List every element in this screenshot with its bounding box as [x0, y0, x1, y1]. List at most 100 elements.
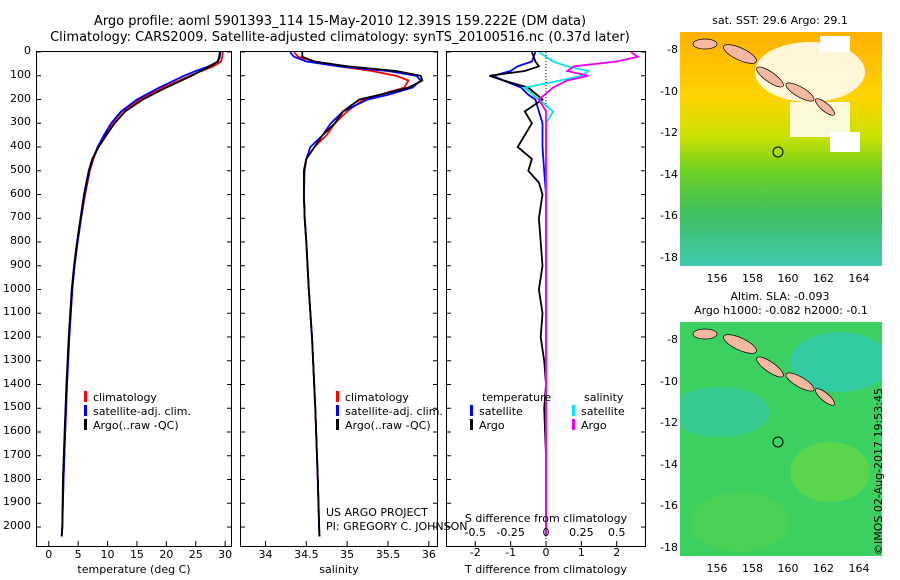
diff-salinity-legend: salinity satellite Argo	[572, 391, 625, 433]
series-line-climatology	[293, 51, 410, 537]
map-x-tick-label: 156	[706, 562, 728, 575]
depth-tick-label: 400	[10, 139, 31, 152]
x-tick-label-top: 0	[542, 526, 550, 539]
series-line-argo	[60, 51, 221, 537]
sla-map-title-line2: Argo h1000: -0.082 h2000: -0.1	[694, 304, 868, 317]
legend-item-climatology: climatology	[84, 391, 191, 405]
map-x-tick-label: 156	[706, 272, 728, 285]
legend-swatch	[470, 419, 473, 430]
x-tick-label-top: 0.25	[569, 526, 594, 539]
temperature-x-label: temperature (deg C)	[77, 563, 191, 576]
x-tick-label: 36	[421, 548, 436, 561]
depth-tick-label: 300	[10, 115, 31, 129]
map-y-tick-label: -14	[660, 457, 678, 471]
legend-item-satellite: satellite	[470, 405, 551, 419]
series-line-salinity-satellite	[522, 51, 591, 537]
depth-tick-label: 600	[10, 186, 31, 200]
depth-tick-label: 1200	[3, 329, 31, 342]
legend-label: satellite	[479, 405, 523, 418]
series-line-temperature-argo	[489, 51, 547, 537]
legend-swatch	[84, 419, 87, 430]
legend-item-satellite: satellite-adj. clim.	[336, 405, 443, 419]
x-tick-label: 20	[159, 548, 174, 561]
timestamp-stamp: ©IMOS 02-Aug-2017 19:53:45	[872, 388, 885, 555]
sst-map	[680, 32, 882, 266]
depth-tick-label: 100	[10, 67, 31, 81]
sla-map-title-line1: Altim. SLA: -0.093	[730, 290, 830, 303]
depth-tick-label: 2000	[3, 519, 31, 532]
depth-tick-label: 200	[10, 91, 31, 105]
map-y-tick-label: -10	[660, 84, 678, 98]
map-y-tick-label: -10	[660, 374, 678, 388]
difference-panel	[446, 51, 646, 547]
depth-tick-label: 0	[24, 44, 31, 57]
map-x-tick-label: 158	[742, 562, 763, 575]
x-tick-label: 35	[340, 548, 355, 561]
legend-label: climatology	[345, 391, 409, 404]
map-x-tick-label: 162	[813, 272, 834, 285]
depth-tick-label: 1900	[3, 495, 31, 509]
x-tick-label: 35.5	[375, 548, 401, 561]
salinity-x-label: salinity	[319, 563, 359, 576]
series-line-climatology	[60, 51, 224, 537]
figure-title-line1: Argo profile: aoml 5901393_114 15-May-20…	[93, 14, 587, 29]
depth-tick-label: 1300	[3, 352, 31, 366]
x-tick-label: -2	[469, 546, 481, 559]
salinity-chart	[241, 51, 437, 546]
legend-item-satellite: satellite-adj. clim.	[84, 405, 191, 419]
map-x-tick-label: 160	[777, 562, 799, 575]
x-tick-label: 0	[45, 548, 53, 561]
legend-swatch	[336, 391, 339, 402]
x-tick-label: 2	[613, 546, 621, 559]
x-tick-label: 1	[577, 546, 585, 559]
map-y-tick-label: -16	[660, 209, 678, 222]
legend-item-argo: Argo(..raw -QC)	[84, 419, 191, 433]
x-tick-label-top: -0.25	[496, 526, 525, 539]
series-line-temperature-satellite	[490, 51, 547, 537]
project-name: US ARGO PROJECT	[326, 506, 428, 519]
legend-label: Argo(..raw -QC)	[93, 419, 179, 432]
sla-map	[680, 322, 882, 556]
map-y-tick-label: -14	[660, 167, 678, 181]
map-y-tick-label: -12	[660, 126, 678, 139]
x-tick-label: 15	[129, 548, 144, 561]
project-pi: PI: GREGORY C. JOHNSON	[326, 520, 468, 533]
difference-x-label-top: S difference from climatology	[464, 512, 628, 525]
argo-float-marker	[772, 146, 784, 158]
figure-title-line2: Climatology: CARS2009. Satellite-adjuste…	[50, 30, 630, 45]
map-x-tick-label: 164	[848, 272, 870, 285]
map-y-tick-label: -8	[667, 43, 678, 56]
legend-swatch	[336, 405, 339, 416]
legend-swatch	[84, 405, 87, 416]
sst-map-image	[680, 32, 882, 266]
series-line-salinity-argo	[537, 51, 641, 537]
legend-swatch	[572, 405, 575, 416]
depth-tick-label: 1800	[3, 471, 31, 485]
difference-x-label: T difference from climatology	[465, 563, 627, 576]
x-tick-label: 30	[218, 548, 233, 561]
map-y-tick-label: -12	[660, 416, 678, 429]
map-y-tick-label: -18	[660, 250, 678, 264]
difference-chart	[447, 51, 645, 546]
legend-title: temperature	[482, 391, 552, 404]
legend-item-argo: Argo	[572, 419, 625, 433]
map-x-tick-label: 160	[777, 272, 799, 285]
series-line-satellite	[60, 51, 222, 537]
legend-label: satellite	[581, 405, 625, 418]
temperature-panel	[36, 51, 232, 547]
legend-item-climatology: climatology	[336, 391, 443, 405]
x-tick-label: 25	[188, 548, 203, 561]
map-y-tick-label: -18	[660, 540, 678, 554]
map-x-tick-label: 162	[813, 562, 834, 575]
x-tick-label: 10	[100, 548, 115, 561]
project-credit: US ARGO PROJECT PI: GREGORY C. JOHNSON	[326, 506, 467, 534]
depth-tick-label: 900	[10, 257, 31, 271]
depth-tick-label: 800	[10, 234, 31, 247]
x-tick-label-top: -0.5	[464, 526, 487, 539]
legend-label: satellite-adj. clim.	[345, 405, 443, 418]
legend-label: satellite-adj. clim.	[93, 405, 191, 418]
legend-item-argo: Argo	[470, 419, 551, 433]
x-tick-label: 34	[258, 548, 273, 561]
legend-label: Argo	[479, 419, 505, 432]
legend-swatch	[84, 391, 87, 402]
